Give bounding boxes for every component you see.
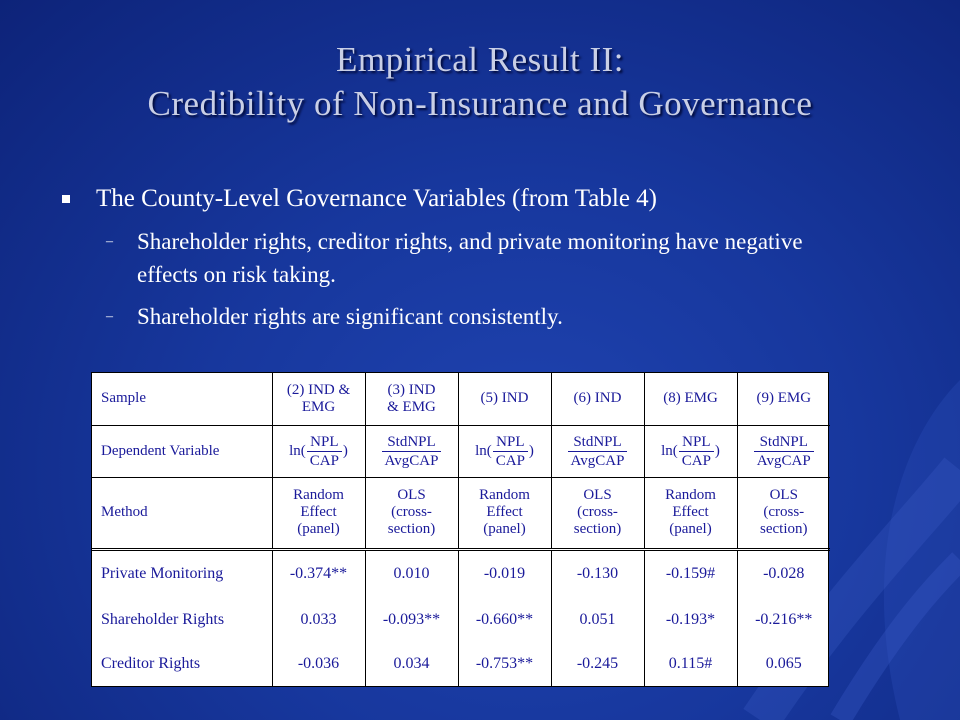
bullet-list: The County-Level Governance Variables (f… <box>62 182 922 333</box>
sample-cell: (6) IND <box>550 373 644 426</box>
dash-bullet-icon: – <box>106 309 113 324</box>
table-cell: -0.374** <box>271 549 365 598</box>
dash-bullet-icon: – <box>106 234 113 249</box>
bullet-main-text: The County-Level Governance Variables (f… <box>96 185 658 212</box>
title-line-1: Empirical Result II: <box>336 40 624 79</box>
dep-formula-ratio: StdNPL AvgCAP <box>364 425 458 478</box>
method-cell: OLS (cross-section) <box>736 477 830 551</box>
sub-bullet-1-text: Shareholder rights, creditor rights, and… <box>137 229 803 287</box>
dep-formula-ln: ln(NPL CAP) <box>271 425 365 478</box>
table-cell: -0.093** <box>364 597 458 642</box>
table-cell: 0.065 <box>736 641 830 686</box>
table-cell: -0.660** <box>457 597 551 642</box>
sample-cell: (8) EMG <box>643 373 737 426</box>
row-label: Private Monitoring <box>101 565 224 583</box>
table-cell: -0.753** <box>457 641 551 686</box>
sub-bullet-2-text: Shareholder rights are significant consi… <box>137 304 563 329</box>
results-table: Sample (2) IND & EMG (3) IND & EMG (5) IND… <box>91 372 830 687</box>
table-cell: -0.036 <box>271 641 365 686</box>
sample-label: Sample <box>92 373 272 426</box>
sub-bullet-2: – Shareholder rights are significant con… <box>62 300 857 333</box>
sample-row: Sample (2) IND & EMG (3) IND & EMG (5) IND… <box>92 373 830 426</box>
table-cell: -0.019 <box>457 549 551 598</box>
method-row: Method Random Effect (panel) OLS (cross-sec… <box>92 477 830 551</box>
table-cell: -0.028 <box>736 549 830 598</box>
slide-title: Empirical Result II: Credibility of Non-… <box>0 38 960 126</box>
row-label: Creditor Rights <box>101 655 201 673</box>
dependent-variable-label: Dependent Variable <box>92 425 272 478</box>
table-row-creditor-rights: Creditor Rights -0.036 0.034 -0.753** -0… <box>92 641 830 686</box>
table-cell: 0.033 <box>271 597 365 642</box>
table-cell: 0.010 <box>364 549 458 598</box>
method-cell: Random Effect (panel) <box>271 477 365 551</box>
sample-cell: (3) IND & EMG <box>364 373 458 426</box>
table-cell: 0.034 <box>364 641 458 686</box>
sub-bullet-1: – Shareholder rights, creditor rights, a… <box>62 225 857 291</box>
row-label: Shareholder Rights <box>101 610 225 628</box>
method-cell: OLS (cross-section) <box>364 477 458 551</box>
method-cell: Random Effect (panel) <box>643 477 737 551</box>
table-cell: -0.216** <box>736 597 830 642</box>
table-row-private-monitoring: Private Monitoring -0.374** 0.010 -0.019… <box>92 549 830 598</box>
method-label: Method <box>92 477 272 551</box>
sample-cell: (5) IND <box>457 373 551 426</box>
dependent-variable-row: Dependent Variable ln(NPL CAP) StdNPL AvgC… <box>92 425 830 478</box>
sample-cell: (9) EMG <box>736 373 830 426</box>
dep-formula-ratio: StdNPL AvgCAP <box>736 425 830 478</box>
table-cell: 0.051 <box>550 597 644 642</box>
method-cell: Random Effect (panel) <box>457 477 551 551</box>
table-cell: -0.193* <box>643 597 737 642</box>
bullet-main: The County-Level Governance Variables (f… <box>62 182 922 216</box>
table-cell: -0.245 <box>550 641 644 686</box>
dep-formula-ln: ln(NPL CAP) <box>457 425 551 478</box>
method-cell: OLS (cross-section) <box>550 477 644 551</box>
table-cell: -0.159# <box>643 549 737 598</box>
table-cell: -0.130 <box>550 549 644 598</box>
dep-formula-ratio: StdNPL AvgCAP <box>550 425 644 478</box>
table-cell: 0.115# <box>643 641 737 686</box>
sample-cell: (2) IND & EMG <box>271 373 365 426</box>
square-bullet-icon <box>62 195 70 203</box>
dep-formula-ln: ln(NPL CAP) <box>643 425 737 478</box>
title-line-2: Credibility of Non-Insurance and Governa… <box>147 84 813 123</box>
table-row-shareholder-rights: Shareholder Rights 0.033 -0.093** -0.660… <box>92 597 830 642</box>
